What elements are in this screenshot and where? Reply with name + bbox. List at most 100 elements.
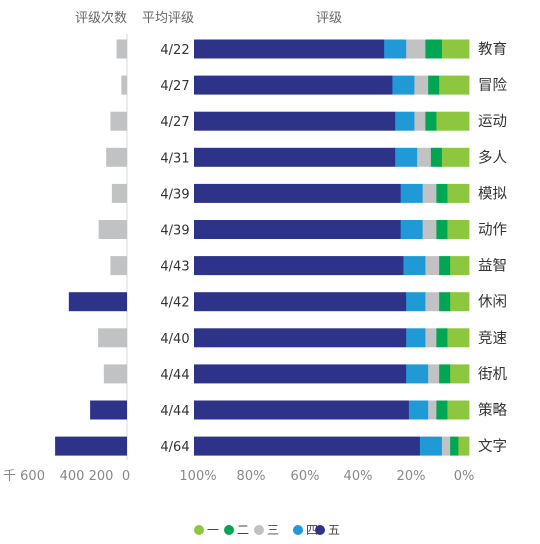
category-label: 运动 [478,113,507,130]
category-label: 教育 [478,41,507,58]
rating-segment [194,364,407,384]
rating-segment [400,220,423,239]
avg-label: 4/64 [160,440,189,455]
rating-segment [447,328,470,348]
legend-label: 一 [207,523,219,537]
avg-label: 4/39 [160,187,189,202]
count-bar [121,75,127,95]
rating-segment [394,111,415,131]
rating-segment [425,292,440,312]
rating-segment [383,39,407,59]
count-bar [98,220,127,239]
count-bar [55,436,127,456]
avg-label: 4/42 [160,296,189,311]
rating-segment [405,328,426,348]
rating-segment [447,400,470,420]
rating-segment [414,75,429,95]
rating-segment [194,328,407,348]
rating-segment [394,147,418,167]
count-bar [68,292,127,312]
rating-segment [425,111,437,131]
rating-segment [194,183,401,203]
rating-tick-label: 0% [454,469,475,484]
count-bar [111,183,127,203]
count-tick-label: 0 [122,469,130,484]
count-tick-label: 千 600 [3,469,45,484]
rating-segment [416,147,431,167]
legend-swatch [194,525,204,535]
rating-segment [194,400,409,420]
rating-segment [441,147,470,167]
rating-segment [194,220,401,239]
legend-label: 二 [237,523,249,537]
legend-label: 五 [328,523,340,537]
rating-segment [419,436,442,456]
rating-segment [414,111,426,131]
avg-label: 4/39 [160,224,189,239]
category-label: 冒险 [478,77,507,94]
avg-label: 4/27 [160,79,189,94]
rating-segment [438,75,470,95]
count-bar [110,256,127,276]
rating-segment [436,328,448,348]
rating-segment [441,436,451,456]
avg-label: 4/22 [160,43,189,58]
legend[interactable]: 一 二 三 四五 [194,523,340,537]
category-label: 竞速 [478,329,507,347]
axis-ticks: 千 600 400 200 0 100% 80% 60% 40% 20% 0% [3,469,474,484]
legend-swatch [315,525,325,535]
rating-segment [422,183,437,203]
rating-segment [427,400,437,420]
count-header: 评级次数 [75,10,127,26]
rating-header: 评级 [316,11,342,26]
rating-tick-label: 40% [344,469,373,484]
rating-segment [194,256,404,276]
rating-segment [194,39,385,59]
rating-segment [194,75,393,95]
rating-tick-label: 80% [237,469,266,484]
rating-segment [438,364,451,384]
rating-segment [449,256,470,276]
rating-segment [425,256,440,276]
count-bar [116,39,127,59]
count-bar [98,328,127,348]
rating-segment [447,220,470,239]
avg-label: 4/44 [160,404,189,419]
count-bar [103,364,127,384]
rating-segment [405,292,426,312]
rating-segment [408,400,429,420]
rating-segment [441,39,470,59]
category-label: 文字 [478,438,507,455]
count-tick-label: 200 [89,469,114,484]
count-bars [55,39,127,456]
count-bar [90,400,127,420]
rating-segment [449,364,470,384]
rating-segment [194,147,396,167]
rating-segment [422,220,437,239]
rating-segment [405,364,429,384]
rating-tick-label: 20% [397,469,426,484]
rating-segment [405,39,426,59]
legend-label: 四 [306,523,318,537]
rating-segment [430,147,442,167]
rating-segment [427,75,440,95]
category-label: 策略 [478,402,507,419]
rating-segment [436,111,470,131]
legend-swatch [254,525,264,535]
category-label: 多人 [478,149,507,166]
rating-tick-label: 60% [291,469,320,484]
legend-swatch [293,525,303,535]
rating-segment [449,436,459,456]
rating-segment [194,436,420,456]
rating-bars [194,39,470,456]
rating-segment [427,364,440,384]
avg-label: 4/27 [160,115,189,130]
rating-segment [392,75,415,95]
rating-segment [458,436,470,456]
category-label: 街机 [478,366,507,383]
rating-segment [194,292,407,312]
rating-segment [194,111,396,131]
rating-segment [436,183,448,203]
